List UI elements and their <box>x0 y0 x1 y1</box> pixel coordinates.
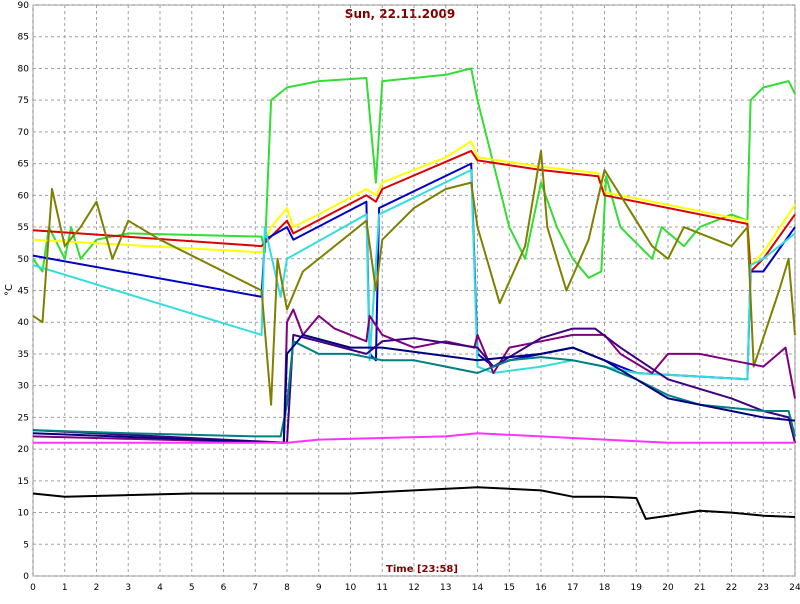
y-axis-label: °C <box>4 284 15 296</box>
y-tick-label: 50 <box>18 255 30 265</box>
y-tick-label: 80 <box>18 64 30 74</box>
y-tick-label: 90 <box>18 1 30 11</box>
y-tick-label: 35 <box>18 350 29 360</box>
x-tick-label: 23 <box>758 583 769 593</box>
y-tick-label: 5 <box>23 540 29 550</box>
x-tick-label: 15 <box>504 583 515 593</box>
y-tick-label: 15 <box>18 477 29 487</box>
x-tick-label: 7 <box>252 583 258 593</box>
x-tick-label: 21 <box>694 583 705 593</box>
x-tick-label: 4 <box>157 583 163 593</box>
x-tick-label: 1 <box>62 583 68 593</box>
series-line <box>32 333 796 444</box>
y-tick-label: 75 <box>18 96 29 106</box>
series-line <box>32 308 796 444</box>
y-tick-label: 60 <box>18 191 30 201</box>
series-line <box>33 432 795 444</box>
series-line <box>32 327 796 444</box>
x-tick-label: 9 <box>316 583 322 593</box>
x-tick-label: 8 <box>284 583 290 593</box>
x-tick-label: 20 <box>662 583 674 593</box>
y-tick-label: 10 <box>18 509 30 519</box>
x-tick-label: 6 <box>221 583 227 593</box>
y-tick-label: 65 <box>18 160 29 170</box>
x-tick-label: 24 <box>789 583 800 593</box>
series-line <box>32 169 796 381</box>
x-tick-label: 0 <box>30 583 36 593</box>
x-tick-label: 10 <box>345 583 357 593</box>
x-tick-label: 11 <box>377 583 388 593</box>
x-tick-label: 17 <box>567 583 578 593</box>
y-tick-label: 30 <box>18 382 30 392</box>
x-tick-label: 22 <box>726 583 737 593</box>
chart-title: Sun, 22.11.2009 <box>345 7 455 21</box>
y-tick-label: 85 <box>18 33 29 43</box>
series-line <box>32 140 796 267</box>
x-tick-label: 14 <box>472 583 484 593</box>
y-tick-label: 55 <box>18 223 29 233</box>
x-tick-label: 2 <box>94 583 100 593</box>
x-tick-label: 3 <box>125 583 131 593</box>
x-tick-label: 16 <box>535 583 547 593</box>
x-tick-label: 13 <box>440 583 451 593</box>
x-tick-label: 12 <box>408 583 419 593</box>
x-tick-label: 5 <box>189 583 195 593</box>
x-axis-label: Time [23:58] <box>386 564 458 575</box>
series-line <box>32 486 796 520</box>
y-tick-label: 45 <box>18 287 29 297</box>
y-tick-label: 70 <box>18 128 30 138</box>
y-tick-label: 25 <box>18 413 29 423</box>
x-tick-label: 19 <box>631 583 643 593</box>
x-tick-label: 18 <box>599 583 611 593</box>
series-line <box>32 149 796 406</box>
y-tick-label: 40 <box>18 318 30 328</box>
y-tick-label: 0 <box>23 572 29 582</box>
y-tick-label: 20 <box>18 445 30 455</box>
